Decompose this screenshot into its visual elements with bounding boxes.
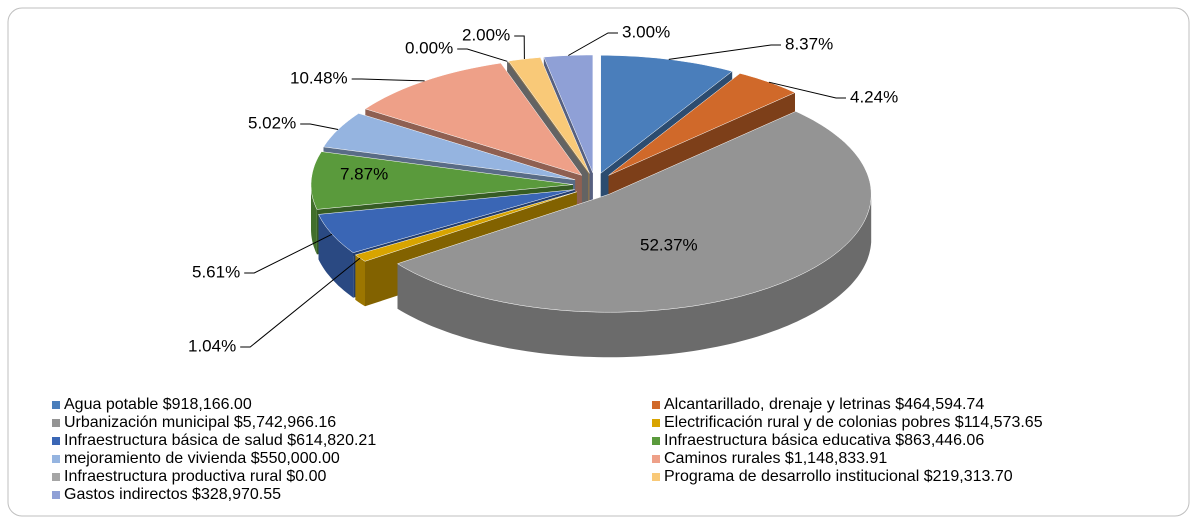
slice-side <box>397 194 872 358</box>
legend-swatch <box>652 437 660 445</box>
legend-label: Alcantarillado, drenaje y letrinas $464,… <box>664 396 984 413</box>
legend-swatch <box>652 419 660 427</box>
legend-swatch <box>52 473 60 481</box>
data-label: 3.00% <box>622 22 670 41</box>
leader-line <box>240 257 361 348</box>
legend-label: Gastos indirectos $328,970.55 <box>64 486 281 503</box>
data-label: 1.04% <box>188 336 236 355</box>
legend-swatch <box>652 401 660 409</box>
leader-line <box>768 81 846 99</box>
legend-label: Urbanización municipal $5,742,966.16 <box>64 414 336 431</box>
legend-swatch <box>52 401 60 409</box>
legend-label: Infraestructura productiva rural $0.00 <box>64 468 326 485</box>
slice <box>396 111 872 358</box>
legend-swatch <box>52 455 60 463</box>
leader-line <box>514 35 525 60</box>
leader-line <box>351 78 425 82</box>
data-label: 8.37% <box>785 34 833 53</box>
leader-line <box>244 233 333 274</box>
legend-label: Infraestructura básica educativa $863,44… <box>664 432 984 449</box>
slice-top <box>608 73 796 176</box>
data-label: 0.00% <box>405 38 453 57</box>
legend-swatch <box>652 455 660 463</box>
data-label: 5.02% <box>248 113 296 132</box>
legend-label: Agua potable $918,166.00 <box>64 396 252 413</box>
slice-side <box>311 184 317 255</box>
data-label: 10.48% <box>290 68 348 87</box>
legend-label: mejoramiento de vivienda $550,000.00 <box>64 450 340 467</box>
data-label: 52.37% <box>640 235 698 254</box>
slice-side <box>318 214 354 298</box>
slice-top <box>323 113 576 181</box>
data-label: 4.24% <box>850 87 898 106</box>
leader-line <box>668 44 781 60</box>
slice-top <box>364 62 583 176</box>
legend-label: Electrificación rural y de colonias pobr… <box>664 414 1043 431</box>
slice-top <box>396 111 872 313</box>
data-label: 2.00% <box>462 25 510 44</box>
legend-swatch <box>52 491 60 499</box>
data-label: 7.87% <box>340 164 388 183</box>
legend-swatch <box>52 419 60 427</box>
leader-line <box>568 32 618 56</box>
legend-swatch <box>652 473 660 481</box>
slice-top <box>310 151 574 210</box>
data-label: 5.61% <box>192 262 240 281</box>
leader-line <box>457 48 508 62</box>
legend-label: Infraestructura básica de salud $614,820… <box>64 432 376 449</box>
slice-top <box>318 189 575 253</box>
legend-label: Caminos rurales $1,148,833.91 <box>664 450 887 467</box>
leader-line <box>300 123 339 130</box>
legend-label: Programa de desarrollo institucional $21… <box>664 468 1013 485</box>
legend-swatch <box>52 437 60 445</box>
slice-side <box>355 254 365 307</box>
